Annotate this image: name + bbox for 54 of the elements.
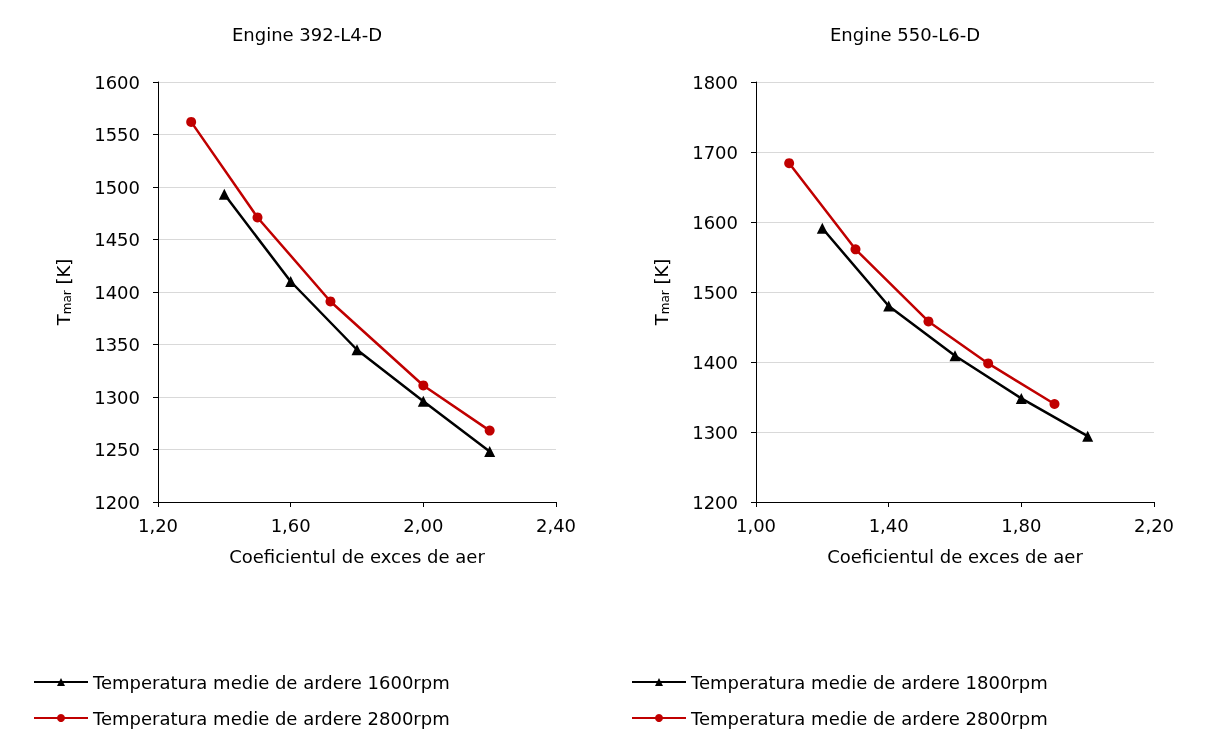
point (484, 446, 496, 458)
y-tick-label: 1700 (692, 141, 738, 163)
y-tick-label: 1350 (94, 334, 140, 355)
point (850, 244, 861, 255)
y-tick-label: 1200 (692, 491, 738, 513)
point (1082, 430, 1094, 442)
x-tick-label: 1,20 (137, 514, 179, 536)
chart-title: Engine 392-L4-D (231, 23, 383, 45)
y-tick-label: 1500 (94, 176, 140, 198)
x-tick-label: 2,40 (535, 514, 577, 536)
x-tick-label: 2,20 (1133, 514, 1175, 536)
point (784, 158, 795, 169)
y-tick-label: 1400 (94, 281, 140, 303)
legend-label: Temperatura medie de ardere 2800rpm (92, 707, 450, 729)
y-tick-label: 1800 (692, 71, 738, 93)
legend-label: Temperatura medie de ardere 1800rpm (690, 671, 1048, 693)
x-tick-label: 1,00 (735, 514, 777, 536)
point (418, 380, 429, 391)
point (923, 316, 934, 327)
y-tick-label: 1450 (94, 229, 140, 250)
y-tick-label: 1200 (94, 491, 140, 513)
legend-label: Temperatura medie de ardere 2800rpm (690, 707, 1048, 729)
x-tick-label: 1,60 (270, 514, 311, 536)
x-axis-title: Coeficientul de exces de aer (827, 545, 1084, 567)
point (1049, 399, 1060, 409)
point (351, 344, 363, 356)
point (325, 296, 336, 307)
y-tick-label: 1300 (692, 421, 738, 443)
point (252, 212, 263, 223)
y-tick-label: 1550 (94, 124, 140, 145)
y-tick-label: 1250 (94, 439, 140, 460)
chart-title: Engine 550-L6-D (829, 23, 981, 45)
x-axis-title: Coeficientul de exces de aer (229, 545, 486, 567)
point (816, 222, 828, 234)
y-axis-title: Tmar [K] (650, 258, 672, 327)
x-tick-label: 1,80 (1001, 514, 1042, 536)
point (983, 358, 994, 369)
point (285, 276, 297, 287)
y-axis-title: Tmar [K] (52, 258, 74, 327)
point (949, 350, 961, 362)
x-tick-label: 2,00 (403, 514, 444, 536)
point (186, 116, 197, 127)
point (218, 188, 230, 200)
y-tick-label: 1600 (692, 211, 738, 233)
y-tick-label: 1400 (692, 351, 738, 373)
point (417, 395, 429, 407)
y-tick-label: 1600 (94, 71, 140, 93)
x-tick-label: 1,40 (868, 514, 909, 536)
point (484, 425, 495, 436)
point (883, 300, 895, 312)
legend-label: Temperatura medie de ardere 1600rpm (92, 671, 450, 693)
point (1015, 392, 1027, 404)
y-tick-label: 1300 (94, 386, 140, 408)
y-tick-label: 1500 (692, 281, 738, 303)
